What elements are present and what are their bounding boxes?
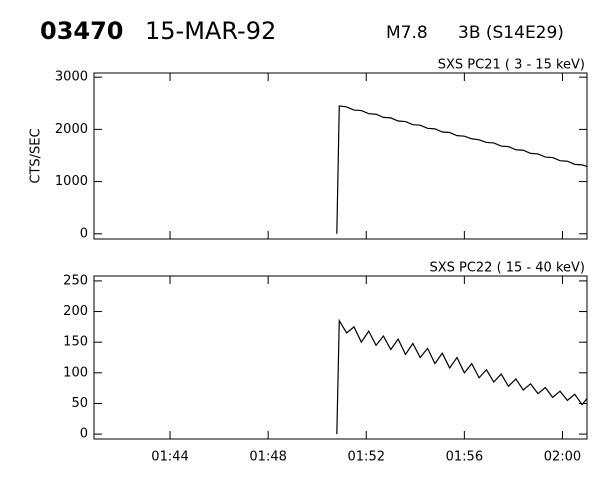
panel-label: SXS PC22 ( 15 - 40 keV) [429,261,585,276]
x-tick-label: 01:44 [151,450,188,465]
y-tick-label: 2000 [55,122,88,137]
y-tick-label: 50 [71,396,88,411]
y-tick-label: 200 [63,304,88,319]
y-tick-label: 100 [63,365,88,380]
y-axis-label: CTS/SEC [29,128,44,183]
x-tick-label: 01:48 [249,450,286,465]
event-number: 03470 [40,17,124,45]
y-tick-label: 0 [80,226,88,241]
y-tick-label: 150 [63,335,88,350]
y-tick-label: 0 [80,427,88,442]
plot-frame [93,275,588,440]
flare-class: M7.8 [386,23,428,43]
x-tick-label: 02:00 [544,450,581,465]
x-tick-label: 01:52 [348,450,385,465]
event-date: 15-MAR-92 [145,17,276,45]
panel-label: SXS PC21 ( 3 - 15 keV) [438,58,585,73]
optical-class: 3B (S14E29) [458,23,564,43]
plot-frame [93,72,588,240]
data-line [336,318,588,435]
x-tick-label: 01:56 [446,450,483,465]
y-tick-label: 3000 [55,70,88,85]
data-line [336,105,588,234]
y-tick-label: 1000 [55,174,88,189]
y-tick-label: 250 [63,273,88,288]
